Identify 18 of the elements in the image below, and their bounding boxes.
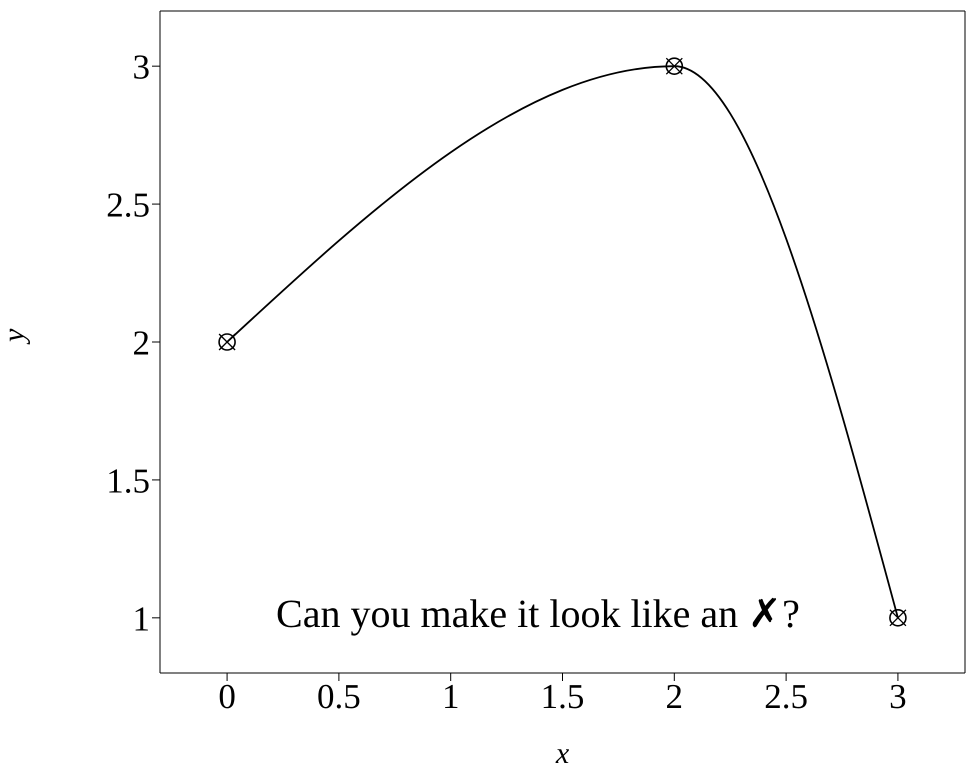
y-tick-label: 1.5	[106, 461, 150, 500]
point	[889, 609, 907, 627]
y-tick-label: 1	[132, 599, 150, 638]
point	[218, 333, 236, 351]
y-tick-label: 2	[132, 323, 150, 362]
x-tick-label: 0	[218, 676, 236, 716]
x-tick-label: 0.5	[317, 676, 361, 716]
annotation: Can you make it look like an ✗?	[276, 591, 800, 636]
x-tick-label: 2	[666, 676, 684, 716]
x-axis-title: x	[554, 737, 570, 770]
x-tick-label: 1	[442, 676, 460, 716]
x-tick-label: 1.5	[540, 676, 584, 716]
y-tick-label: 2.5	[106, 186, 150, 225]
y-axis-title: y	[0, 328, 31, 345]
point	[666, 57, 684, 75]
x-tick-label: 2.5	[764, 676, 808, 716]
y-tick-label: 3	[132, 48, 150, 87]
x-tick-label: 3	[889, 676, 907, 716]
